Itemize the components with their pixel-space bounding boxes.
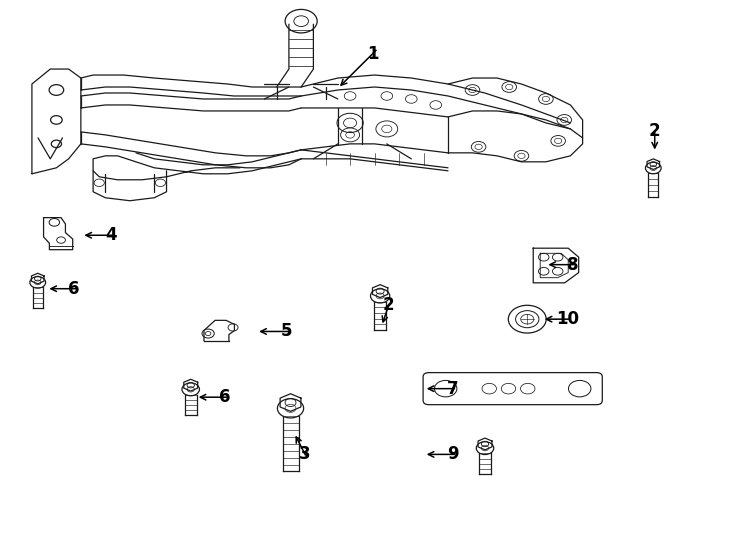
Text: 9: 9 [447,446,459,463]
Text: 1: 1 [367,44,379,63]
Text: 6: 6 [68,280,80,298]
Text: 7: 7 [447,380,459,397]
Text: 10: 10 [556,310,579,328]
Text: 4: 4 [105,226,117,244]
Text: 6: 6 [219,388,230,406]
Text: 5: 5 [281,322,293,340]
Text: 8: 8 [567,255,578,274]
Text: 2: 2 [649,122,661,140]
Text: 2: 2 [383,296,395,314]
Text: 3: 3 [299,446,311,463]
